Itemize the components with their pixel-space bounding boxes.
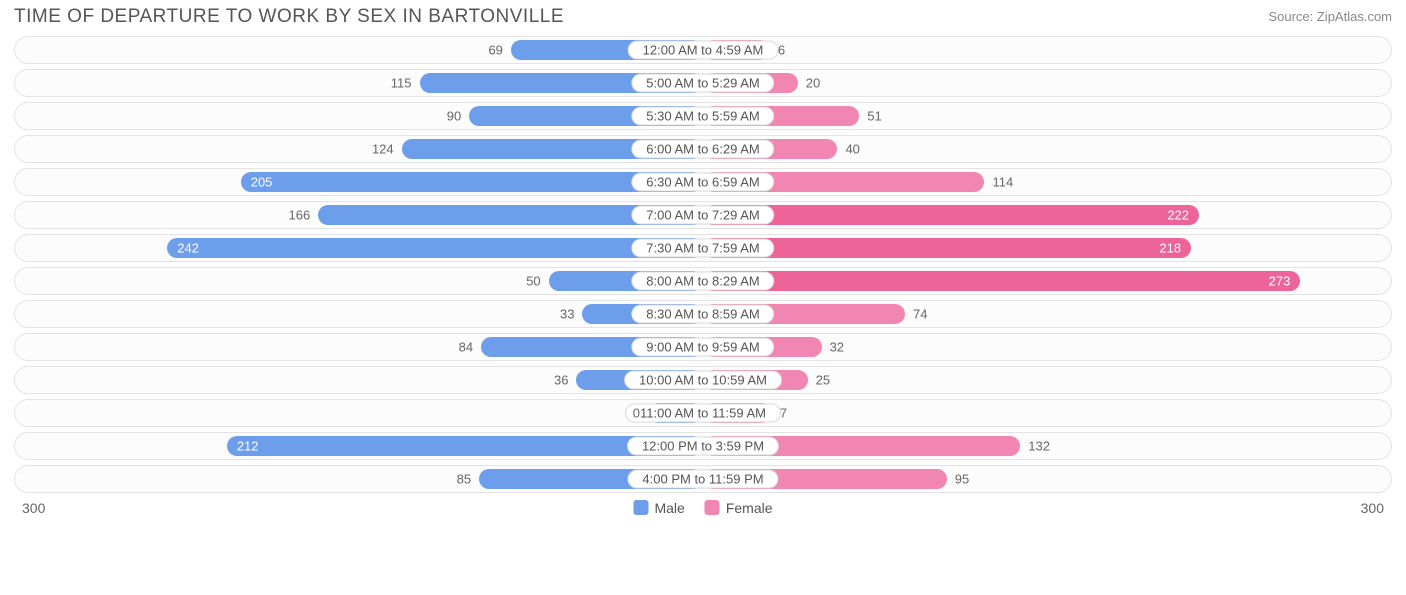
table-row: 9:00 AM to 9:59 AM8432	[14, 333, 1392, 361]
category-label: 8:30 AM to 8:59 AM	[631, 305, 774, 324]
table-row: 7:00 AM to 7:29 AM166222	[14, 201, 1392, 229]
value-male: 205	[251, 175, 273, 190]
value-male: 36	[5, 373, 569, 388]
category-label: 4:00 PM to 11:59 PM	[627, 470, 778, 489]
value-female: 6	[778, 43, 785, 58]
table-row: 12:00 AM to 4:59 AM696	[14, 36, 1392, 64]
category-label: 11:00 AM to 11:59 AM	[625, 404, 781, 423]
source-attribution: Source: ZipAtlas.com	[1268, 6, 1392, 24]
value-female: 20	[806, 76, 820, 91]
bar-female	[703, 271, 1300, 291]
table-row: 7:30 AM to 7:59 AM 242 218	[14, 234, 1392, 262]
category-label: 6:30 AM to 6:59 AM	[631, 173, 774, 192]
value-male: 50	[5, 274, 541, 289]
value-male: 90	[5, 109, 461, 124]
value-female: 25	[816, 373, 830, 388]
category-label: 6:00 AM to 6:29 AM	[631, 140, 774, 159]
table-row: 12:00 PM to 3:59 PM 212 132	[14, 432, 1392, 460]
table-row: 10:00 AM to 10:59 AM3625	[14, 366, 1392, 394]
value-male: 69	[5, 43, 503, 58]
category-label: 5:30 AM to 5:59 AM	[631, 107, 774, 126]
legend-swatch-male	[633, 500, 648, 515]
value-male: 0	[5, 406, 640, 421]
bar-female	[703, 205, 1199, 225]
chart-container: TIME OF DEPARTURE TO WORK BY SEX IN BART…	[0, 0, 1406, 595]
value-female: 32	[830, 340, 844, 355]
category-label: 7:00 AM to 7:29 AM	[631, 206, 774, 225]
category-label: 8:00 AM to 8:29 AM	[631, 272, 774, 291]
category-label: 10:00 AM to 10:59 AM	[624, 371, 782, 390]
value-female: 273	[1269, 274, 1291, 289]
legend-swatch-female	[705, 500, 720, 515]
value-female: 51	[867, 109, 881, 124]
value-female: 7	[780, 406, 787, 421]
value-male: 33	[5, 307, 574, 322]
value-male: 124	[5, 142, 394, 157]
value-female: 132	[1028, 439, 1050, 454]
legend-item-female: Female	[705, 500, 773, 516]
axis-max-left: 300	[22, 500, 45, 516]
value-female: 74	[913, 307, 927, 322]
category-label: 12:00 AM to 4:59 AM	[628, 41, 779, 60]
value-female: 114	[992, 175, 1013, 190]
value-female: 218	[1159, 241, 1181, 256]
value-female: 40	[845, 142, 859, 157]
table-row: 8:00 AM to 8:29 AM50273	[14, 267, 1392, 295]
legend-label-female: Female	[726, 500, 773, 516]
category-label: 7:30 AM to 7:59 AM	[631, 239, 774, 258]
chart-title: TIME OF DEPARTURE TO WORK BY SEX IN BART…	[14, 6, 564, 28]
table-row: 5:00 AM to 5:29 AM11520	[14, 69, 1392, 97]
category-label: 5:00 AM to 5:29 AM	[631, 74, 774, 93]
value-male: 84	[5, 340, 473, 355]
value-female: 222	[1167, 208, 1189, 223]
chart-footer: 300 Male Female 300	[14, 498, 1392, 528]
value-male: 242	[177, 241, 199, 256]
table-row: 5:30 AM to 5:59 AM9051	[14, 102, 1392, 130]
value-male: 212	[237, 439, 259, 454]
bar-male	[167, 238, 703, 258]
table-row: 11:00 AM to 11:59 AM07	[14, 399, 1392, 427]
table-row: 6:30 AM to 6:59 AM 205 114	[14, 168, 1392, 196]
table-row: 4:00 PM to 11:59 PM8595	[14, 465, 1392, 493]
axis-max-right: 300	[1361, 500, 1384, 516]
table-row: 6:00 AM to 6:29 AM12440	[14, 135, 1392, 163]
header: TIME OF DEPARTURE TO WORK BY SEX IN BART…	[14, 6, 1392, 28]
legend-item-male: Male	[633, 500, 684, 516]
value-male: 115	[5, 76, 412, 91]
diverging-bar-chart: 12:00 AM to 4:59 AM696 5:00 AM to 5:29 AM…	[14, 36, 1392, 493]
value-female: 95	[955, 472, 969, 487]
category-label: 9:00 AM to 9:59 AM	[631, 338, 774, 357]
value-male: 166	[5, 208, 310, 223]
legend: Male Female	[633, 500, 772, 516]
category-label: 12:00 PM to 3:59 PM	[627, 437, 779, 456]
bar-female	[703, 238, 1191, 258]
value-male: 85	[5, 472, 471, 487]
table-row: 8:30 AM to 8:59 AM3374	[14, 300, 1392, 328]
legend-label-male: Male	[654, 500, 684, 516]
